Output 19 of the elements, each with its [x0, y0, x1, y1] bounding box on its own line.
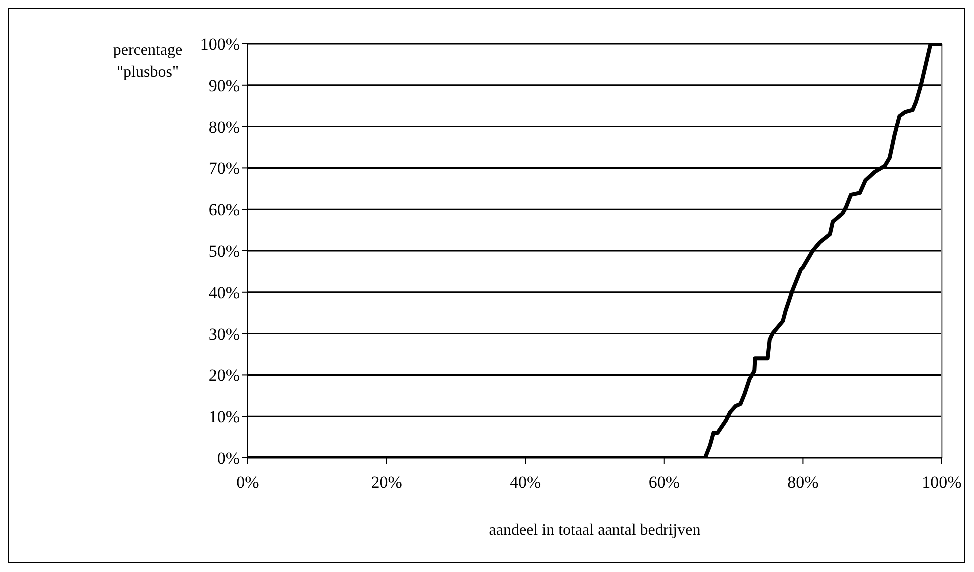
x-tick-label: 20% — [371, 473, 402, 492]
x-axis-title: aandeel in totaal aantal bedrijven — [488, 522, 702, 540]
y-tick-label: 10% — [208, 408, 240, 427]
y-axis-title: percentage "plusbos" — [112, 41, 184, 83]
y-tick-label: 50% — [208, 242, 240, 262]
x-tick-label: 40% — [510, 473, 542, 492]
y-tick-label: 70% — [208, 159, 240, 178]
y-tick-label: 40% — [208, 283, 240, 302]
x-tick-label: 0% — [236, 473, 260, 492]
y-tick-label: 90% — [208, 76, 240, 96]
x-tick-label: 60% — [648, 473, 680, 492]
y-tick-label: 60% — [208, 200, 240, 220]
y-tick-label: 80% — [208, 118, 240, 137]
x-tick-label: 80% — [788, 473, 819, 492]
y-tick-label: 0% — [217, 449, 240, 468]
x-tick-label: 100% — [922, 473, 962, 492]
y-tick-label: 20% — [208, 366, 240, 386]
y-tick-label: 30% — [208, 324, 240, 344]
y-tick-label: 100% — [200, 35, 240, 54]
